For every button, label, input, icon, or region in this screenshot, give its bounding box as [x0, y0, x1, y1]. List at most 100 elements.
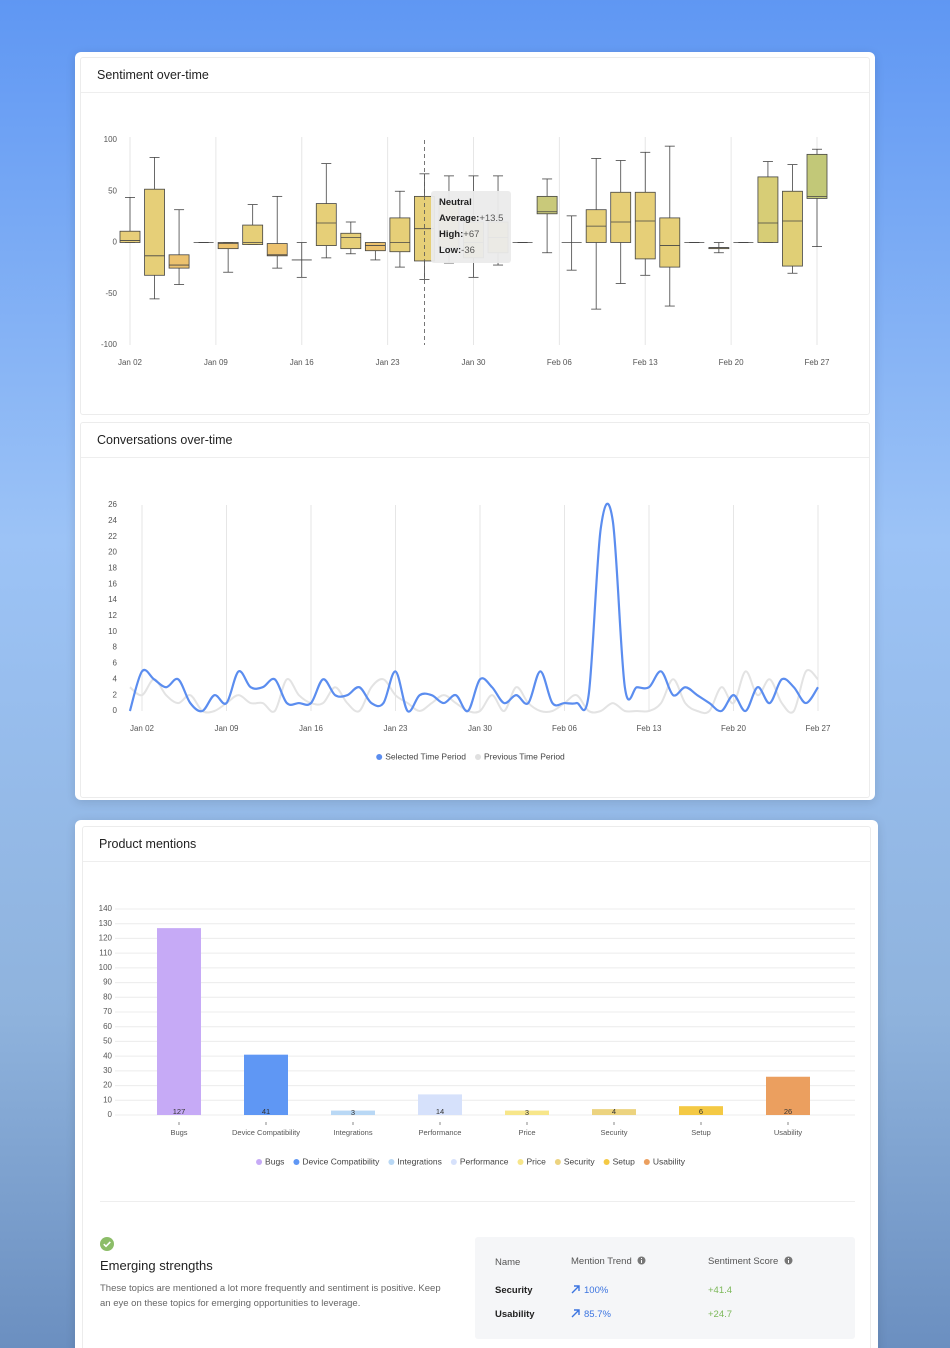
x-tick-label: Feb 13: [637, 724, 662, 733]
y-tick-label: 50: [103, 1037, 112, 1046]
box: [610, 191, 632, 243]
y-tick-label: 2: [113, 690, 118, 699]
box: [315, 203, 337, 246]
y-tick-label: 24: [108, 516, 117, 525]
y-tick-label: 130: [99, 919, 113, 928]
legend-swatch: [376, 754, 383, 760]
column-header: Name: [495, 1257, 521, 1268]
bar: [505, 1110, 549, 1115]
x-tick-label: Jan 16: [299, 724, 324, 733]
x-tick-label: Feb 20: [721, 724, 746, 733]
divider: [83, 861, 870, 862]
line: [129, 669, 819, 715]
legend-swatch: [643, 1159, 650, 1165]
bar: [418, 1094, 462, 1115]
x-tick-label: Feb 06: [552, 724, 577, 733]
value-label: 6: [699, 1107, 703, 1116]
cell: Security: [495, 1285, 533, 1296]
y-tick-label: 120: [99, 934, 113, 943]
bar: [244, 1054, 288, 1115]
y-tick-label: 22: [108, 532, 117, 541]
x-tick-label: Jan 02: [130, 724, 155, 733]
tooltip-title: Neutral: [439, 197, 472, 208]
cell: +24.7: [708, 1309, 733, 1320]
x-tick-label: Price: [518, 1128, 535, 1137]
box: [242, 224, 264, 245]
column-header: Sentiment Score: [708, 1256, 793, 1267]
x-tick-label: Bugs: [170, 1128, 187, 1137]
box: [119, 230, 141, 243]
x-tick-label: Feb 06: [547, 358, 572, 367]
legend-swatch: [388, 1159, 395, 1165]
legend-swatch: [256, 1159, 263, 1165]
y-tick-label: 12: [108, 611, 117, 620]
y-tick-label: 0: [113, 706, 118, 715]
x-tick-label: Feb 13: [633, 358, 658, 367]
legend-label: Price: [527, 1156, 547, 1166]
legend-label: Device Compatibility: [302, 1156, 380, 1166]
divider: [81, 457, 869, 458]
y-tick-label: 4: [113, 674, 118, 683]
legend-swatch: [517, 1159, 524, 1165]
x-tick-label: Feb 27: [806, 724, 831, 733]
legend-label: Performance: [460, 1156, 509, 1166]
info-icon: [637, 1256, 646, 1265]
check-icon: [100, 1237, 114, 1251]
legend-label: Bugs: [265, 1156, 284, 1166]
y-tick-label: 8: [113, 643, 118, 652]
tooltip-row: Average:+13.5: [439, 213, 504, 224]
cell: +41.4: [708, 1285, 733, 1296]
y-tick-label: 110: [99, 948, 112, 957]
x-tick-label: Setup: [691, 1128, 711, 1137]
tooltip-row: Low:-36: [439, 245, 475, 256]
box: [168, 254, 190, 269]
y-tick-label: -100: [101, 340, 118, 349]
trend-arrow: [571, 1309, 580, 1318]
y-tick-label: 90: [103, 978, 112, 987]
x-tick-label: Jan 09: [204, 358, 229, 367]
y-tick-label: 18: [108, 563, 117, 572]
legend-label: Previous Time Period: [484, 751, 565, 761]
legend-swatch: [475, 754, 481, 760]
y-tick-label: 60: [103, 1022, 112, 1031]
box: [340, 232, 362, 250]
box: [266, 243, 288, 257]
box: [634, 191, 656, 260]
panel-title: Sentiment over-time: [97, 68, 209, 82]
box: [144, 188, 165, 276]
column-header-text: Mention Trend: [571, 1256, 632, 1267]
tooltip: Neutral Average:+13.5 High:+67 Low:-36: [431, 191, 511, 263]
legend-label: Setup: [613, 1156, 635, 1166]
box: [389, 217, 411, 253]
panel: Product mentions Emerging strengths Thes…: [82, 826, 871, 1348]
x-tick-label: Jan 23: [383, 724, 408, 733]
panel-title: Product mentions: [99, 837, 197, 851]
x-tick-label: Device Compatibility: [232, 1128, 300, 1137]
y-tick-label: 10: [108, 627, 117, 636]
column-header: Mention Trend: [571, 1256, 646, 1267]
box: [757, 176, 779, 243]
y-tick-label: 20: [108, 548, 117, 557]
x-tick-label: Jan 16: [290, 358, 315, 367]
x-tick-label: Jan 09: [214, 724, 239, 733]
box: [364, 242, 386, 252]
box: [659, 217, 681, 268]
bar: [331, 1110, 375, 1115]
table: Name Mention Trend Sentiment Score Secur…: [475, 1237, 855, 1339]
x-tick-label: Jan 30: [468, 724, 493, 733]
y-tick-label: 26: [108, 500, 117, 509]
y-tick-label: 100: [99, 963, 113, 972]
y-tick-label: 14: [108, 595, 117, 604]
y-tick-label: -50: [105, 289, 117, 298]
cell: 100%: [571, 1285, 608, 1296]
box: [217, 242, 239, 250]
y-tick-label: 10: [103, 1095, 112, 1104]
x-tick-label: Feb 27: [805, 358, 830, 367]
cell: Usability: [495, 1309, 535, 1320]
y-tick-label: 6: [113, 659, 118, 668]
legend-label: Security: [564, 1156, 595, 1166]
y-tick-label: 140: [99, 904, 113, 913]
divider: [100, 1201, 855, 1202]
info-icon: [784, 1256, 793, 1265]
x-tick-label: Security: [600, 1128, 627, 1137]
